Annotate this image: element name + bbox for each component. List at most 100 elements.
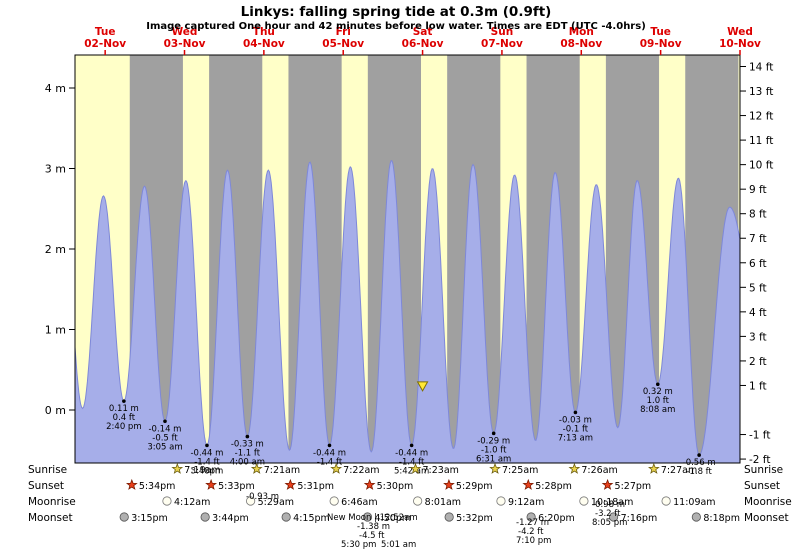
moonrise-icon	[162, 496, 172, 506]
row-label-moonset-right: Moonset	[744, 512, 789, 524]
moonrise-time: 4:12am	[174, 497, 210, 508]
tide-annotations-layer: 0.11 m0.4 ft2:40 pm -0.14 m-0.5 ft3:05 am…	[106, 382, 716, 477]
sunset-time: 5:29pm	[456, 481, 493, 492]
moonset-time: 8:18pm	[703, 513, 740, 524]
annotation-clutter-text: 8:05 pm	[592, 518, 627, 528]
sunrise-icon	[568, 462, 581, 474]
sunset-icon	[205, 478, 218, 490]
day-weekday-label: Tue	[650, 26, 671, 38]
right-axis-tick-label: 8 ft	[749, 209, 767, 221]
moonset-icon	[119, 512, 129, 522]
sun-moon-events-layer: 7:19am 7:21am 7:22am 7:23am 7:25am 7:26am 7:27…	[119, 462, 740, 524]
sunrise-time: 7:26am	[581, 465, 617, 476]
sunset-time: 5:31pm	[297, 481, 334, 492]
annotation-clutter-text: -4.2 ft	[518, 527, 544, 537]
row-label-sunrise-left: Sunrise	[28, 464, 67, 476]
tide-extreme-dot	[205, 443, 209, 448]
plot-border	[74, 54, 741, 464]
right-axis-tick-label: -2 ft	[749, 454, 770, 466]
annotation-clutter-text: -4.5 ft	[359, 531, 385, 541]
sunrise-icon	[330, 462, 342, 474]
tide-extreme-label: -0.14 m	[148, 424, 181, 434]
right-axis-tick-label: -1 ft	[749, 430, 770, 442]
tide-extreme-label: -0.29 m	[477, 436, 510, 446]
tide-extreme-label: 0.4 ft	[113, 413, 136, 423]
right-axis-tick-label: 4 ft	[749, 307, 767, 319]
row-label-sunrise-right: Sunrise	[744, 464, 783, 476]
tide-extreme-label: 1.0 ft	[647, 396, 670, 406]
day-weekday-label: Wed	[172, 26, 198, 38]
right-axis-tick-label: 6 ft	[749, 258, 767, 270]
tide-extreme-label: -1.1 ft	[235, 449, 261, 459]
sunrise-time: 7:19am	[184, 465, 220, 476]
day-date-label: 09-Nov	[640, 38, 682, 50]
moonrise-time: 5:29am	[258, 497, 294, 508]
moonrise-time: 10:18am	[591, 497, 633, 508]
right-axis-tick-label: 10 ft	[749, 160, 773, 172]
day-date-label: 04-Nov	[243, 38, 285, 50]
moonrise-icon	[246, 496, 256, 506]
tide-extreme-dot	[409, 443, 414, 448]
sunset-icon	[126, 478, 138, 490]
tide-extreme-label: -0.44 m	[190, 448, 223, 458]
annotation-clutter-text: -3.2 ft	[595, 509, 621, 519]
day-weekday-label: Thu	[253, 26, 275, 38]
tide-extreme-label: 4:00 am	[230, 458, 265, 468]
tide-extreme-label: -0.1 ft	[563, 424, 589, 434]
sunrise-icon	[648, 462, 660, 474]
page-subtitle: Image captured One hour and 42 minutes b…	[146, 21, 646, 32]
moonrise-icon	[413, 496, 423, 506]
moonrise-icon	[329, 496, 339, 506]
annotation-clutter-text: -0.98 m	[592, 500, 625, 510]
moonset-icon	[362, 512, 373, 522]
tide-extreme-label: -1.4 ft	[317, 457, 343, 467]
right-axis-tick-label: 14 ft	[749, 61, 773, 73]
day-date-label: 05-Nov	[322, 38, 364, 50]
tide-extreme-dot	[163, 419, 167, 424]
moonset-time: 6:20pm	[538, 513, 575, 524]
row-label-moonset-left: Moonset	[28, 512, 73, 524]
right-axis-tick-label: 12 ft	[749, 111, 773, 123]
moonrise-icon	[579, 496, 589, 506]
tide-extreme-label: 3:48pm	[191, 466, 224, 476]
row-label-sunset-left: Sunset	[28, 480, 64, 492]
axes-layer: 0 m 1 m 2 m 3 m 4 m 14 ft 13 ft 12 ft 11 ft 10 ft…	[45, 26, 774, 466]
sunset-time: 5:28pm	[535, 481, 572, 492]
sunset-time: 5:27pm	[615, 481, 652, 492]
sunset-time: 5:30pm	[377, 481, 414, 492]
tide-extreme-label: -0.03 m	[559, 415, 592, 425]
day-date-label: 02-Nov	[84, 38, 126, 50]
day-date-label: 10-Nov	[719, 38, 761, 50]
row-label-sunset-right: Sunset	[744, 480, 780, 492]
tide-extreme-label: 2:40 pm	[106, 422, 141, 432]
sunrise-icon	[409, 462, 422, 474]
day-weekday-label: Wed	[727, 26, 753, 38]
moonrise-time: 6:46am	[341, 497, 377, 508]
tide-extreme-dot	[697, 453, 701, 457]
sunset-icon	[522, 478, 535, 490]
moonset-time: 5:32pm	[456, 513, 493, 524]
tide-extreme-label: 8:08 am	[640, 405, 675, 415]
left-axis-tick-label: 0 m	[45, 404, 66, 417]
sunrise-time: 7:22am	[343, 465, 379, 476]
right-axis-tick-label: 1 ft	[749, 380, 767, 392]
tide-curve-layer	[74, 159, 741, 463]
annotation-clutter-text: -0.93 m	[246, 492, 279, 502]
tide-extreme-label: -0.44 m	[313, 448, 346, 458]
tide-extreme-dot	[573, 410, 578, 415]
sunset-time: 5:34pm	[139, 481, 176, 492]
tide-extreme-label: -0.56 m	[683, 458, 716, 468]
tide-extreme-label: 5:42 am	[394, 466, 429, 476]
moonrise-time: 11:09am	[673, 497, 715, 508]
page-title: Linkys: falling spring tide at 0.3m (0.9…	[241, 4, 552, 20]
day-weekday-label: Sun	[491, 26, 514, 38]
day-date-label: 06-Nov	[402, 38, 444, 50]
moonset-icon	[200, 512, 210, 522]
moonset-icon	[281, 512, 291, 522]
tide-curve-line	[74, 159, 741, 456]
tide-extreme-label: -1.4 ft	[399, 457, 425, 467]
right-axis-tick-label: 13 ft	[749, 86, 773, 98]
moonset-icon	[691, 512, 701, 522]
